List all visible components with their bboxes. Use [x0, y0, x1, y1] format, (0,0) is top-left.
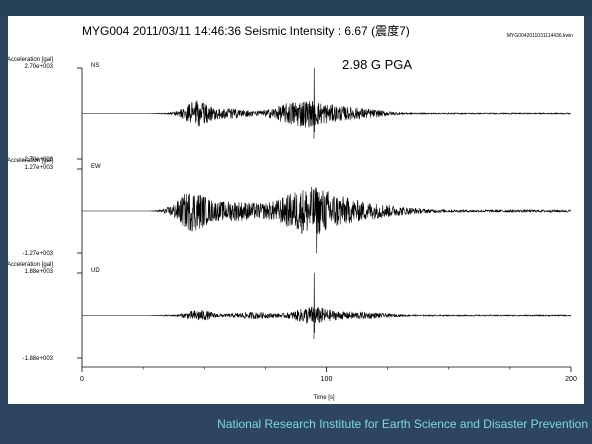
y-tick-top-ud: 1.88e+003 [24, 269, 53, 275]
file-label: MYG0042011031114436.kwin [507, 33, 573, 39]
y-axis-label-ns: Acceleration [gal] [8, 57, 53, 63]
x-tick-label: 200 [565, 376, 577, 383]
x-axis-label: Time [s] [313, 395, 334, 401]
seismogram-chart: MYG004 2011/03/11 14:46:36 Seismic Inten… [8, 23, 577, 401]
x-axis: 0 100 200 [80, 68, 577, 383]
top-bar [0, 0, 592, 16]
y-axis-label-ud: Acceleration [gal] [8, 262, 53, 268]
y-axis-label-ew: Acceleration [gal] [8, 158, 53, 164]
trace-ew [81, 186, 572, 254]
footer-credit: National Research Institute for Earth Sc… [0, 404, 592, 444]
chart-panel: MYG004 2011/03/11 14:46:36 Seismic Inten… [8, 16, 584, 404]
seismogram-panels: Acceleration [gal]2.70e+003-2.70e+003NSA… [8, 57, 572, 362]
component-label-ew: EW [91, 164, 101, 170]
y-tick-bottom-ud: -1.88e+003 [22, 356, 53, 362]
pga-annotation: 2.98 G PGA [342, 57, 412, 72]
chart-title: MYG004 2011/03/11 14:46:36 Seismic Inten… [82, 23, 410, 38]
y-tick-top-ew: 1.27e+003 [24, 165, 53, 171]
trace-ns [81, 67, 571, 139]
y-tick-bottom-ew: -1.27e+003 [22, 251, 53, 257]
trace-ud [81, 272, 572, 340]
y-tick-bottom-ns: -2.70e+003 [22, 157, 53, 163]
x-tick-label: 0 [80, 376, 84, 383]
x-tick-label: 100 [321, 376, 333, 383]
y-tick-top-ns: 2.70e+003 [24, 64, 53, 70]
component-label-ud: UD [91, 268, 100, 274]
component-label-ns: NS [91, 63, 99, 69]
